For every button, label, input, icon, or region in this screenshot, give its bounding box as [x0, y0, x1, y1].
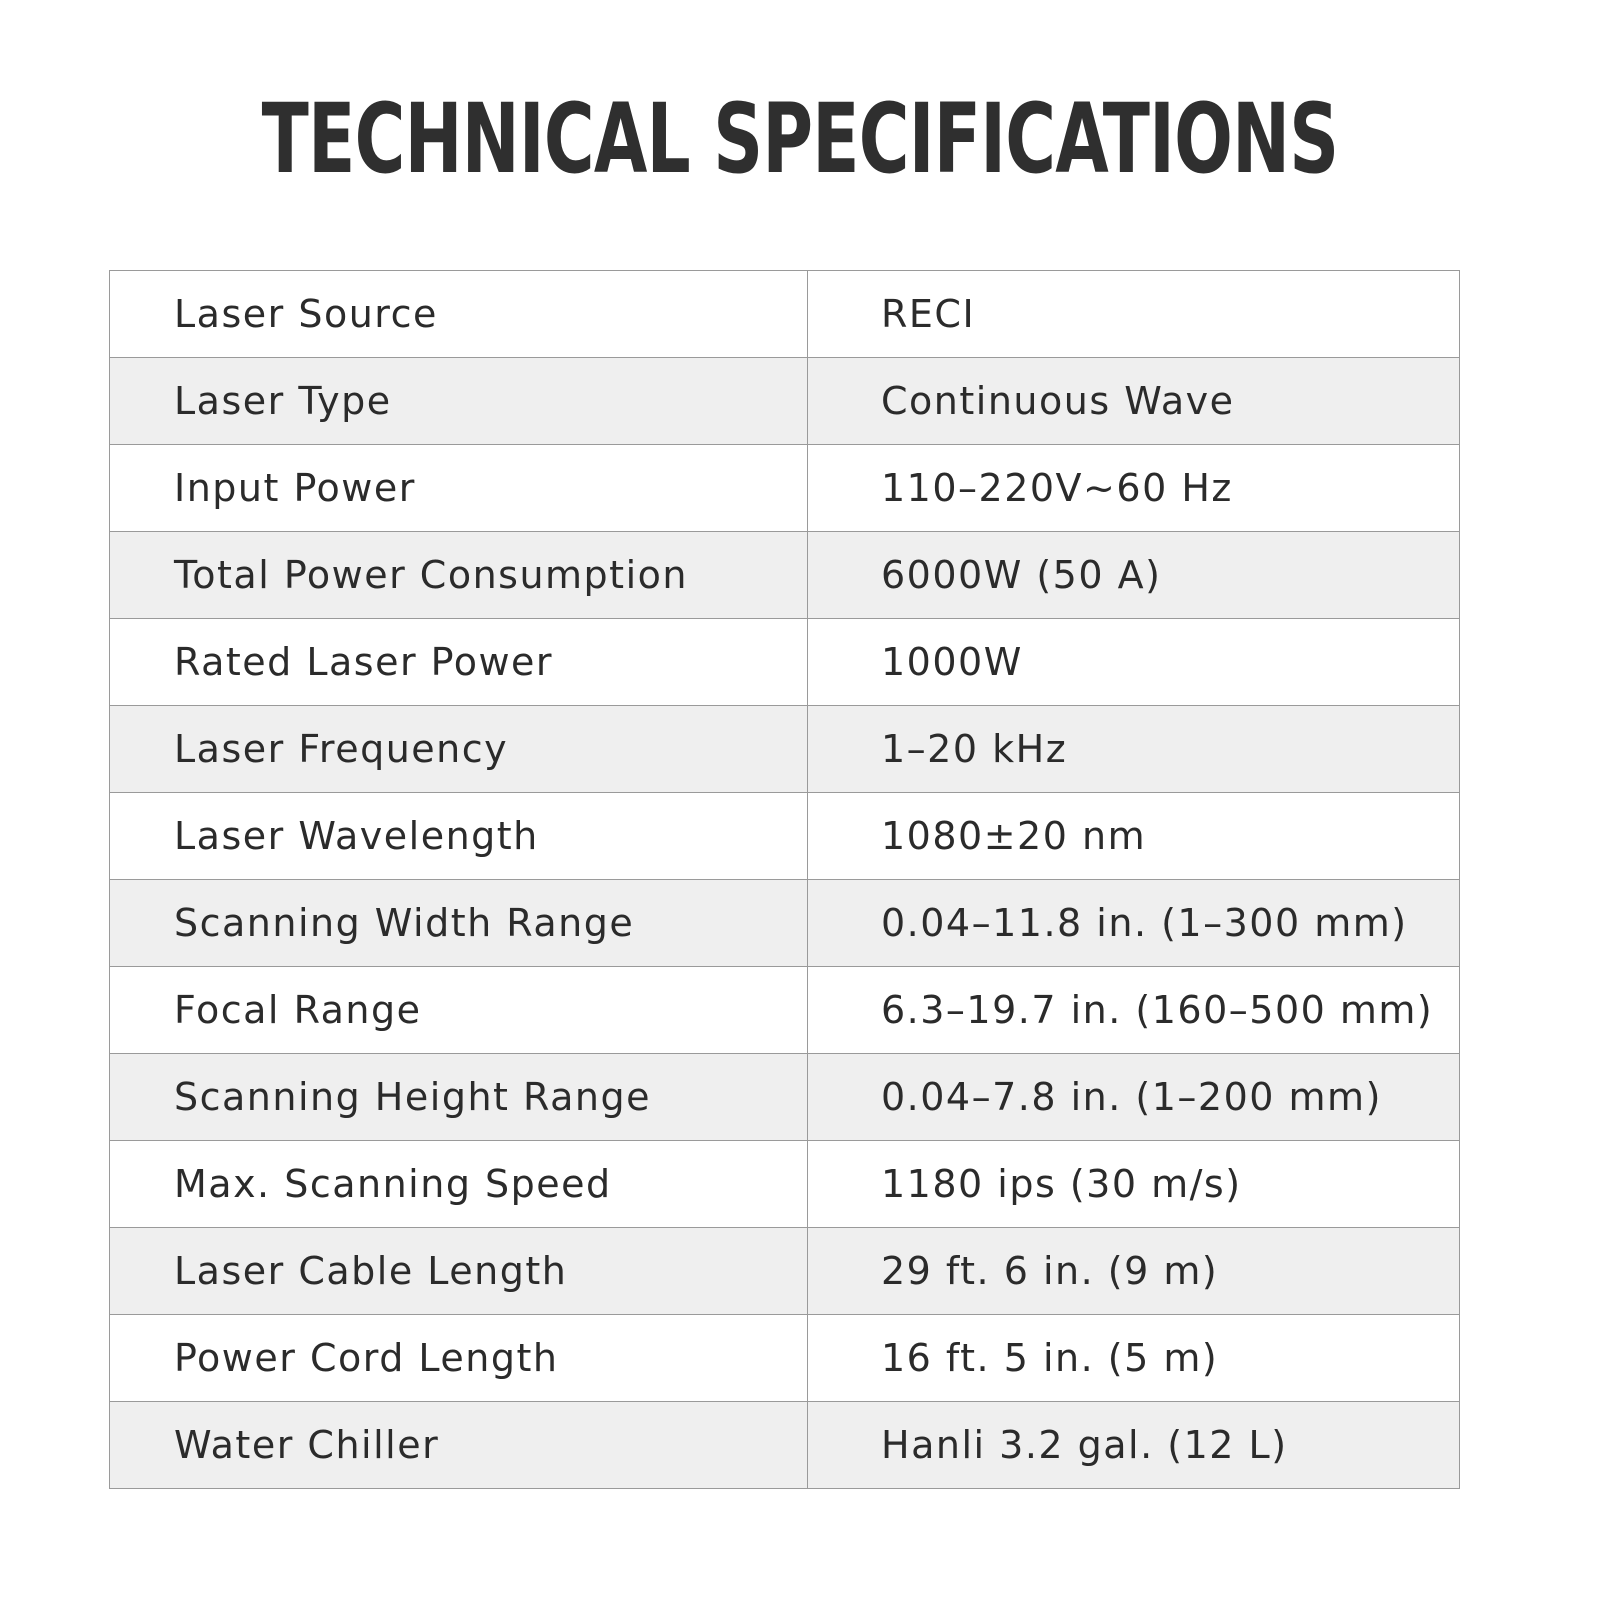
table-row: Power Cord Length 16 ft. 5 in. (5 m) — [109, 1314, 1460, 1402]
spec-value: 1080±20 nm — [807, 792, 1460, 880]
spec-label: Rated Laser Power — [109, 618, 808, 706]
table-row: Laser Source RECI — [109, 270, 1460, 358]
table-row: Max. Scanning Speed 1180 ips (30 m/s) — [109, 1140, 1460, 1228]
spec-label: Power Cord Length — [109, 1314, 808, 1402]
spec-label: Scanning Height Range — [109, 1053, 808, 1141]
spec-value: Hanli 3.2 gal. (12 L) — [807, 1401, 1460, 1489]
spec-label: Laser Cable Length — [109, 1227, 808, 1315]
spec-label: Scanning Width Range — [109, 879, 808, 967]
spec-value: 6000W (50 A) — [807, 531, 1460, 619]
table-row: Laser Frequency 1–20 kHz — [109, 705, 1460, 793]
spec-value: 110–220V~60 Hz — [807, 444, 1460, 532]
spec-value: RECI — [807, 270, 1460, 358]
spec-label: Water Chiller — [109, 1401, 808, 1489]
spec-value: 16 ft. 5 in. (5 m) — [807, 1314, 1460, 1402]
spec-value: 0.04–11.8 in. (1–300 mm) — [807, 879, 1460, 967]
spec-value: 6.3–19.7 in. (160–500 mm) — [807, 966, 1460, 1054]
table-row: Total Power Consumption 6000W (50 A) — [109, 531, 1460, 619]
spec-label: Max. Scanning Speed — [109, 1140, 808, 1228]
spec-label: Laser Frequency — [109, 705, 808, 793]
spec-value: 0.04–7.8 in. (1–200 mm) — [807, 1053, 1460, 1141]
spec-value: Continuous Wave — [807, 357, 1460, 445]
table-row: Focal Range 6.3–19.7 in. (160–500 mm) — [109, 966, 1460, 1054]
table-row: Rated Laser Power 1000W — [109, 618, 1460, 706]
spec-label: Laser Wavelength — [109, 792, 808, 880]
table-row: Input Power 110–220V~60 Hz — [109, 444, 1460, 532]
page-title: TECHNICAL SPECIFICATIONS — [261, 83, 1339, 195]
spec-label: Laser Source — [109, 270, 808, 358]
spec-value: 1000W — [807, 618, 1460, 706]
table-row: Scanning Height Range 0.04–7.8 in. (1–20… — [109, 1053, 1460, 1141]
spec-label: Input Power — [109, 444, 808, 532]
table-row: Scanning Width Range 0.04–11.8 in. (1–30… — [109, 879, 1460, 967]
table-row: Laser Type Continuous Wave — [109, 357, 1460, 445]
spec-label: Focal Range — [109, 966, 808, 1054]
spec-label: Total Power Consumption — [109, 531, 808, 619]
spec-label: Laser Type — [109, 357, 808, 445]
spec-value: 1180 ips (30 m/s) — [807, 1140, 1460, 1228]
spec-value: 1–20 kHz — [807, 705, 1460, 793]
table-row: Laser Cable Length 29 ft. 6 in. (9 m) — [109, 1227, 1460, 1315]
table-row: Water Chiller Hanli 3.2 gal. (12 L) — [109, 1401, 1460, 1489]
table-row: Laser Wavelength 1080±20 nm — [109, 792, 1460, 880]
spec-table: Laser Source RECI Laser Type Continuous … — [109, 270, 1460, 1489]
spec-value: 29 ft. 6 in. (9 m) — [807, 1227, 1460, 1315]
